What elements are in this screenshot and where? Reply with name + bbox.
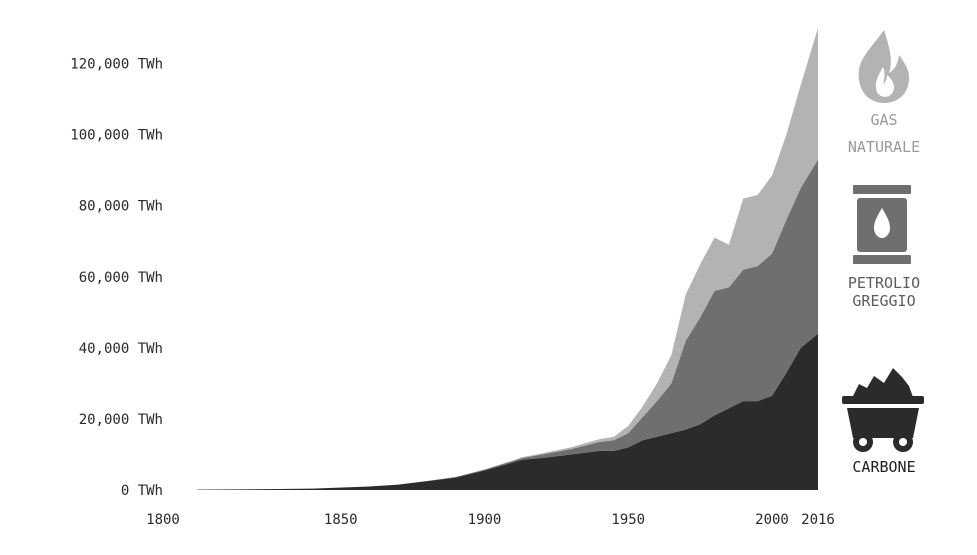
x-tick-label: 1800 bbox=[146, 512, 180, 528]
legend-item-petrolio-greggio: PETROLIO GREGGIO bbox=[848, 185, 920, 310]
x-axis: 1800 1850 1900 1950 2000 2016 bbox=[146, 512, 835, 528]
legend-item-carbone: CARBONE bbox=[842, 368, 924, 476]
area-series-gas-naturale bbox=[197, 28, 818, 490]
x-tick-label: 2016 bbox=[801, 512, 835, 528]
y-tick-label: 100,000 TWh bbox=[70, 128, 163, 144]
x-tick-label: 1950 bbox=[611, 512, 645, 528]
plot-areas bbox=[197, 28, 818, 490]
x-tick-label: 2000 bbox=[755, 512, 789, 528]
legend-label-gas-line2: NATURALE bbox=[848, 138, 920, 156]
y-tick-label: 20,000 TWh bbox=[79, 412, 163, 428]
x-tick-label: 1900 bbox=[468, 512, 502, 528]
y-tick-label: 80,000 TWh bbox=[79, 199, 163, 215]
legend-label-oil-line2: GREGGIO bbox=[852, 292, 915, 310]
flame-icon bbox=[858, 30, 910, 103]
y-tick-label: 0 TWh bbox=[121, 483, 163, 499]
y-tick-label: 120,000 TWh bbox=[70, 57, 163, 73]
y-tick-label: 40,000 TWh bbox=[79, 341, 163, 357]
area-series-petrolio-greggio bbox=[197, 159, 818, 490]
y-tick-label: 60,000 TWh bbox=[79, 270, 163, 286]
y-axis: 0 TWh 20,000 TWh 40,000 TWh 60,000 TWh 80,00… bbox=[70, 57, 163, 499]
x-tick-label: 1850 bbox=[324, 512, 358, 528]
legend: GAS NATURALE PETROLIO GREGGIO bbox=[842, 30, 924, 476]
legend-item-gas-naturale: GAS NATURALE bbox=[848, 30, 920, 156]
area-series-carbone bbox=[197, 333, 818, 490]
coal-cart-icon bbox=[842, 368, 924, 452]
legend-label-coal: CARBONE bbox=[852, 458, 915, 476]
legend-label-gas-line1: GAS bbox=[870, 111, 897, 129]
oil-barrel-icon bbox=[853, 185, 911, 264]
legend-label-oil-line1: PETROLIO bbox=[848, 274, 920, 292]
